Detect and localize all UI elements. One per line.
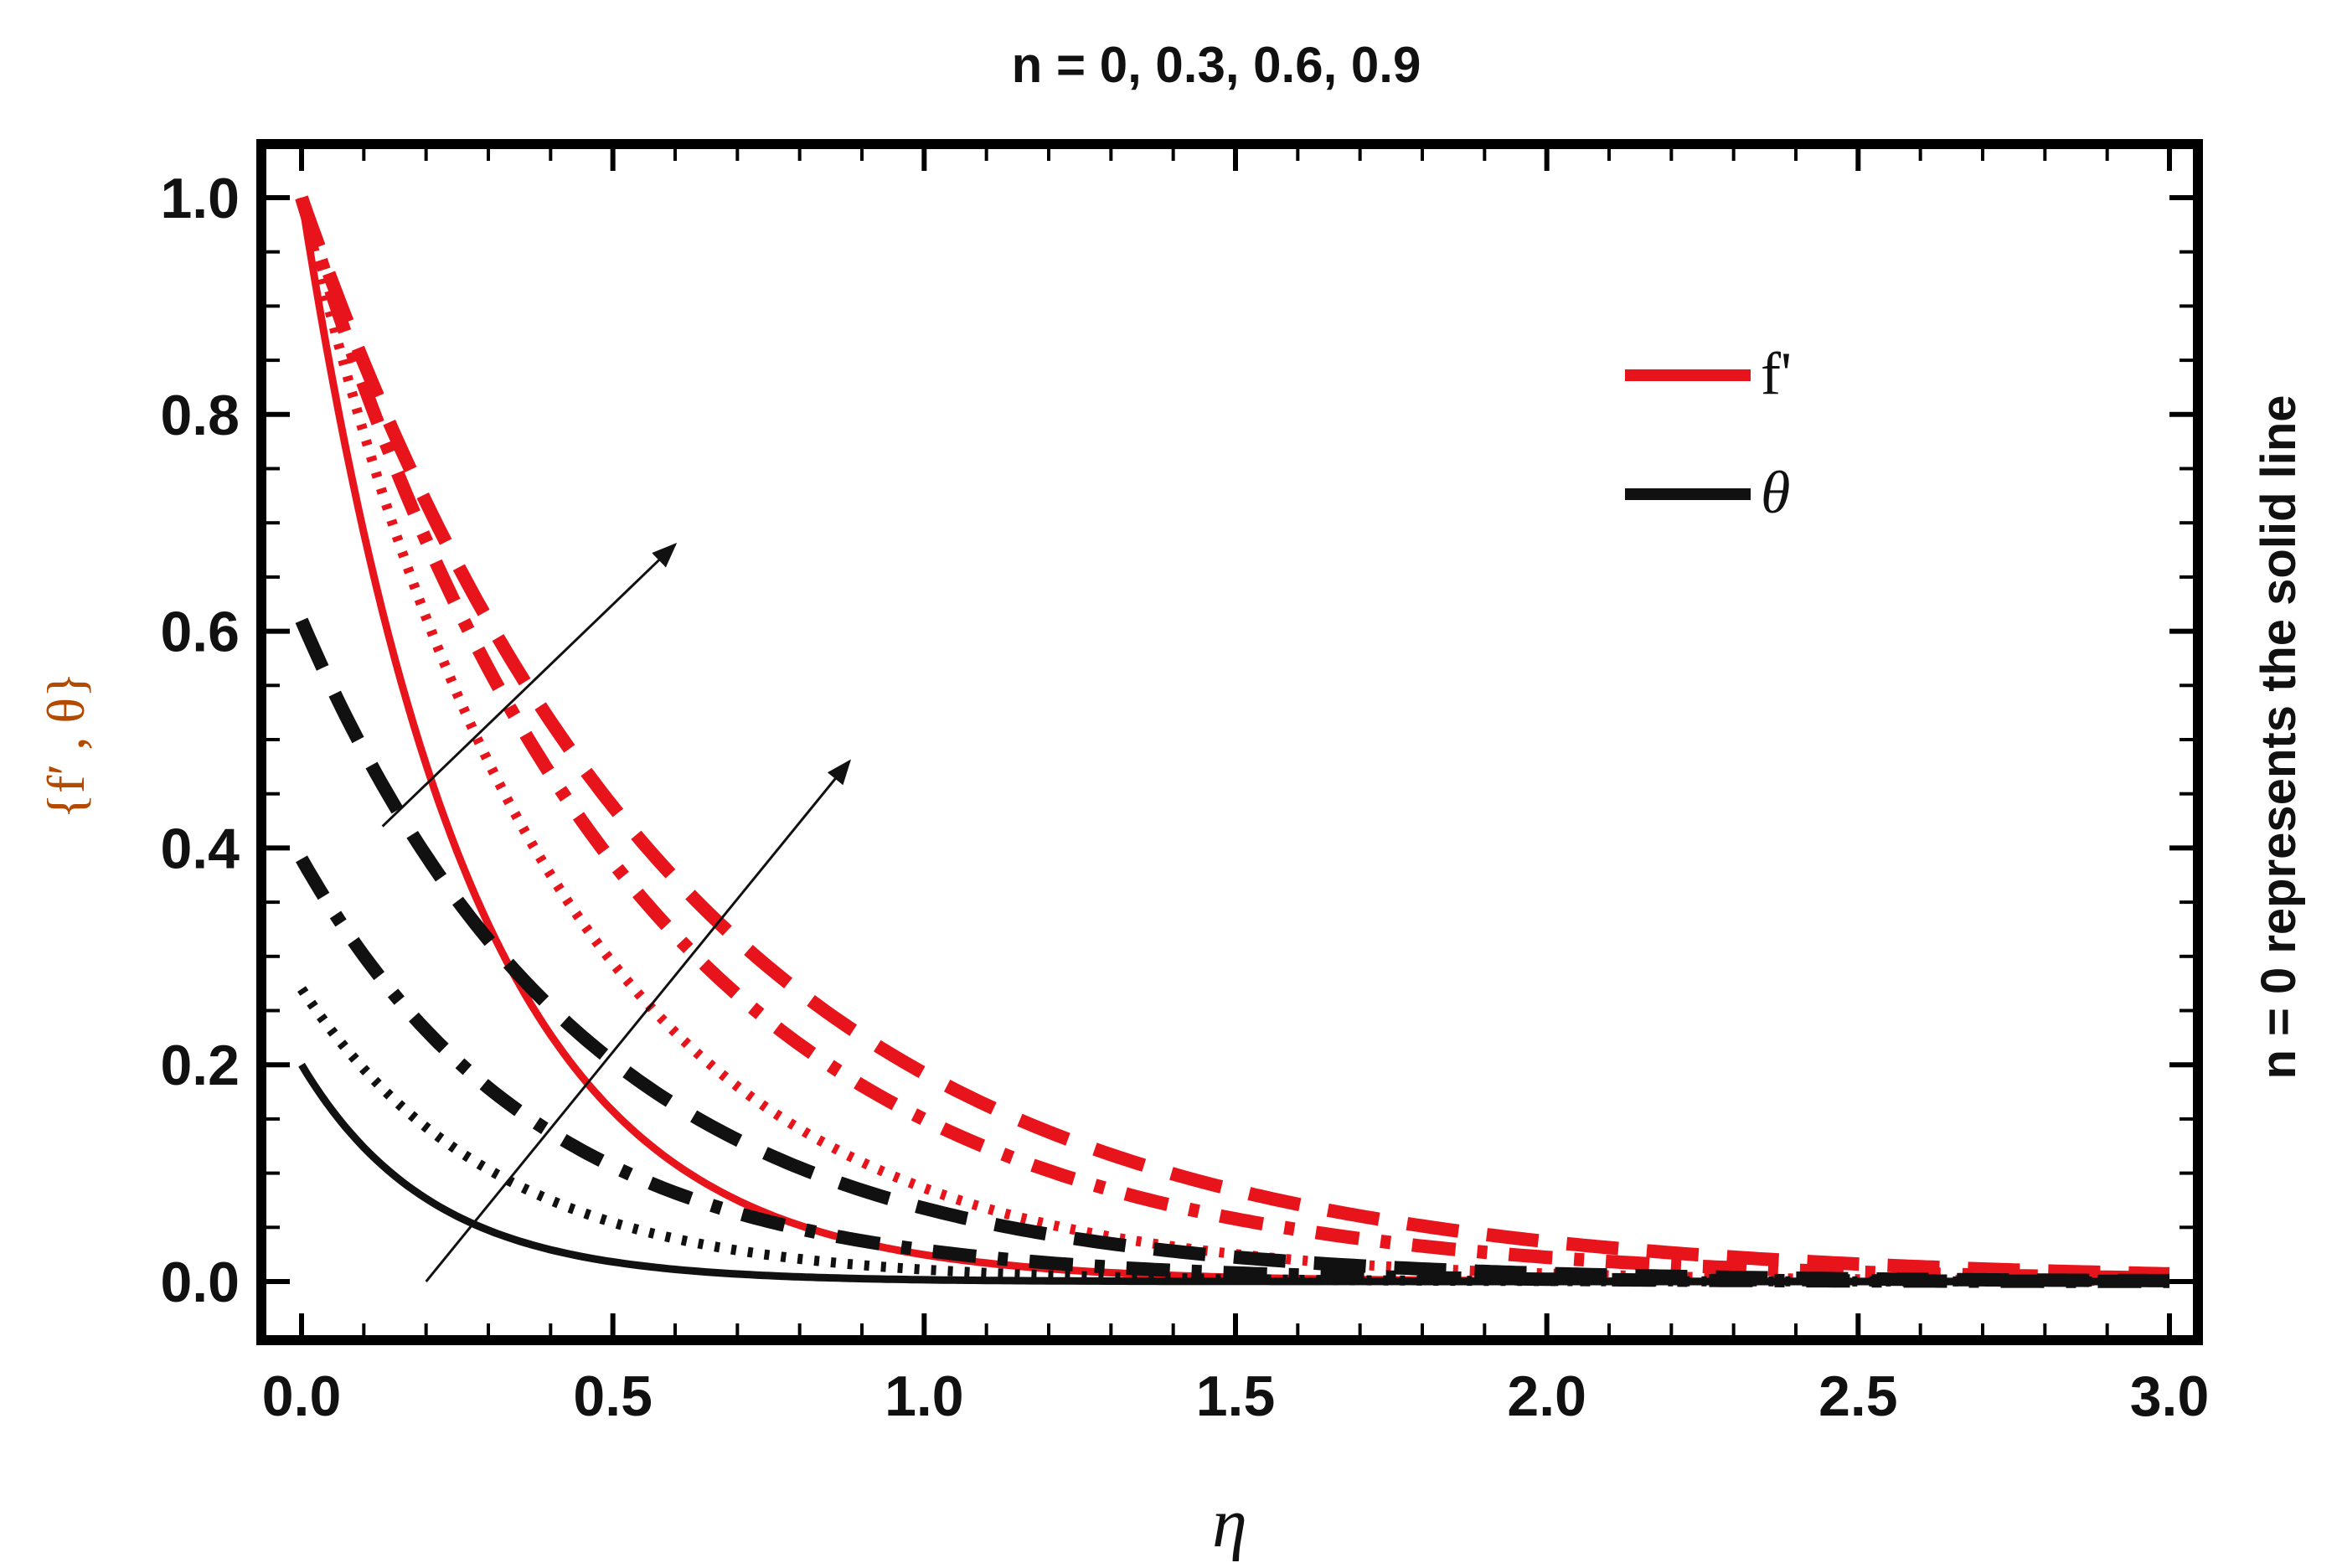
- x-tick-label: 0.0: [262, 1364, 342, 1428]
- x-tick-label: 2.5: [1818, 1364, 1898, 1428]
- x-tick-label: 1.0: [885, 1364, 964, 1428]
- x-tick-label: 3.0: [2130, 1364, 2210, 1428]
- series-line-2: [297, 196, 2170, 1287]
- x-tick-label: 1.5: [1196, 1364, 1276, 1428]
- legend-label-theta: θ: [1761, 459, 1790, 526]
- series-line-4: [295, 195, 2170, 1281]
- x-axis-label: η: [1212, 1484, 1247, 1562]
- y-tick-label: 1.0: [160, 167, 240, 230]
- series-line-7: [296, 855, 2169, 1288]
- y-tick-label: 0.2: [160, 1034, 240, 1097]
- legend-label-fprime: f': [1761, 340, 1792, 407]
- legend: f' θ: [1625, 340, 1792, 526]
- side-annotation: n = 0 represents the solid line: [2252, 395, 2306, 1079]
- x-tick-label: 0.5: [573, 1364, 653, 1428]
- trend-arrow-2: [425, 759, 852, 1282]
- y-tick-label: 0.6: [160, 601, 240, 664]
- trend-arrow-1: [381, 542, 678, 828]
- y-tick-label: 0.0: [160, 1251, 240, 1314]
- series-layer: [295, 195, 2170, 1288]
- y-tick-label: 0.8: [160, 384, 240, 447]
- series-line-5: [298, 1062, 2169, 1286]
- series-line-8: [295, 617, 2169, 1287]
- y-tick-label: 0.4: [160, 817, 240, 880]
- y-axis-label: {f′ , θ}: [36, 672, 95, 818]
- plot-frame: [256, 139, 2203, 1345]
- arrow-layer: [381, 542, 852, 1282]
- series-line-3: [295, 195, 2170, 1285]
- x-tick-label: 2.0: [1507, 1364, 1586, 1428]
- series-line-1: [297, 197, 2169, 1286]
- chart-title: n = 0, 0.3, 0.6, 0.9: [1012, 37, 1421, 93]
- tick-layer: 0.0 0.5 1.0 1.5 2.0 2.5 3.0 0.0 0.2 0.4 0.6 0.8 1.0: [160, 149, 2209, 1428]
